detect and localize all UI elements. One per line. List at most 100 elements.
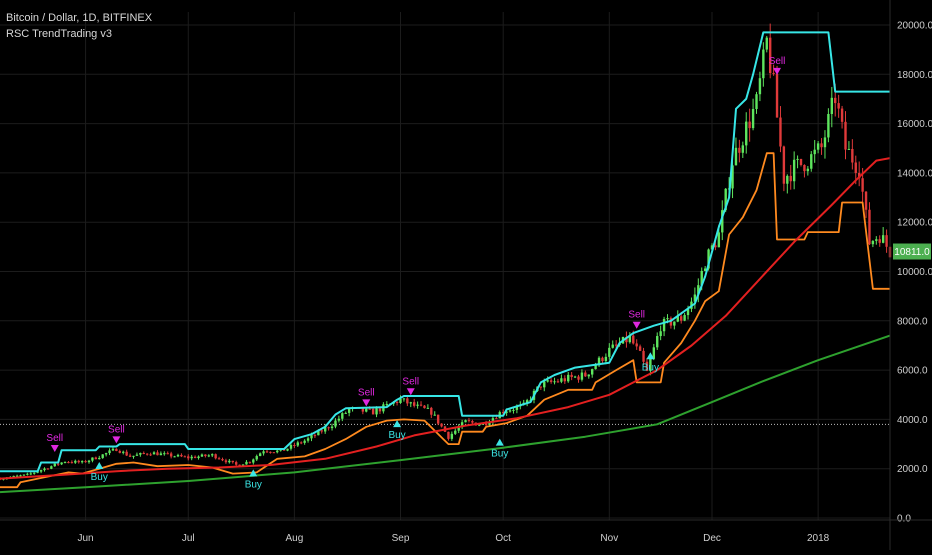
candle-body	[272, 452, 276, 454]
candle-body	[803, 164, 806, 172]
candle-body	[525, 400, 529, 403]
candle-body	[806, 168, 810, 172]
candle-body	[758, 78, 762, 95]
signals: Sell Sell Buy Buy Sell Sell Buy Buy Sell Buy Sell	[46, 56, 785, 491]
y-tick-label: 6000.0	[897, 366, 928, 377]
candle-body	[187, 456, 190, 459]
candle-body	[12, 475, 15, 478]
buy-marker	[249, 469, 258, 477]
candle-body	[868, 209, 871, 245]
candle-body	[861, 178, 864, 192]
candle-body	[635, 343, 638, 347]
y-tick-label: 4000.0	[897, 415, 928, 426]
candle-body	[300, 442, 303, 444]
candle-body	[371, 408, 375, 415]
candle-body	[426, 407, 430, 409]
candle-body	[145, 453, 149, 455]
candle-body	[104, 453, 108, 455]
candle-body	[823, 137, 827, 148]
y-tick-label: 20000.0	[897, 21, 932, 32]
indicator-name: RSC TrendTrading v3	[6, 28, 112, 40]
candle-body	[228, 460, 231, 463]
candle-body	[539, 386, 543, 388]
candle-body	[810, 154, 813, 169]
candle-body	[464, 420, 467, 423]
candle-body	[854, 162, 857, 173]
buy-marker	[95, 462, 104, 470]
candle-body	[560, 378, 563, 382]
candle-body	[368, 408, 371, 410]
candle-body	[717, 232, 721, 248]
candle-body	[29, 473, 33, 475]
candle-body	[659, 331, 662, 337]
candle-body	[118, 451, 122, 453]
candle-body	[323, 427, 327, 432]
candle-body	[166, 453, 169, 455]
candle-body	[765, 37, 768, 50]
candle-body	[697, 285, 700, 295]
candle-body	[43, 468, 46, 471]
candle-body	[15, 475, 19, 477]
candle-body	[248, 461, 252, 463]
candle-body	[454, 430, 457, 434]
candle-body	[204, 454, 207, 457]
grid	[0, 12, 890, 520]
y-tick-label: 2000.0	[897, 464, 928, 475]
candle-body	[745, 121, 748, 146]
candle-body	[484, 423, 488, 425]
candle-body	[495, 418, 498, 420]
candle-body	[221, 459, 224, 461]
candle-body	[176, 454, 180, 457]
y-tick-label: 0.0	[897, 514, 911, 525]
candle-body	[94, 457, 98, 460]
candle-body	[159, 453, 163, 456]
candle-body	[149, 454, 152, 456]
candle-body	[755, 94, 758, 110]
sell-label: Sell	[769, 56, 786, 67]
x-tick-label: Jun	[78, 533, 94, 544]
candle-body	[471, 421, 474, 423]
candle-body	[269, 451, 272, 453]
candle-body	[423, 405, 426, 409]
candle-body	[361, 407, 365, 412]
sell-label: Sell	[46, 433, 63, 444]
sell-marker	[362, 399, 371, 407]
candle-body	[601, 357, 604, 362]
buy-label: Buy	[388, 430, 405, 441]
candle-body	[313, 435, 317, 437]
candle-body	[508, 410, 512, 412]
candle-body	[614, 344, 618, 346]
candle-body	[683, 315, 686, 321]
candle-body	[217, 458, 221, 460]
candle-body	[433, 414, 436, 416]
candle-body	[816, 143, 820, 150]
candle-body	[245, 461, 248, 465]
y-tick-label: 18000.0	[897, 70, 932, 81]
candle-body	[26, 473, 29, 475]
x-tick-label: Aug	[285, 533, 303, 544]
candle-body	[241, 464, 245, 466]
candle-body	[762, 49, 765, 79]
last-price-label: 10811.0	[894, 247, 930, 258]
candle-body	[224, 460, 228, 463]
y-tick-label: 10000.0	[897, 267, 932, 278]
sell-label: Sell	[108, 424, 125, 435]
buy-label: Buy	[642, 362, 659, 373]
candle-body	[864, 191, 868, 210]
candle-body	[91, 457, 94, 461]
sell-label: Sell	[628, 310, 645, 321]
candle-body	[409, 402, 412, 404]
sell-marker	[632, 321, 641, 329]
candles	[0, 23, 892, 481]
candle-body	[125, 451, 128, 456]
candle-body	[234, 462, 238, 465]
candle-body	[669, 318, 673, 326]
candle-body	[84, 461, 87, 463]
candle-body	[748, 121, 751, 129]
candle-body	[467, 420, 471, 422]
candle-body	[412, 402, 416, 406]
candle-body	[282, 449, 286, 451]
candle-body	[666, 318, 669, 320]
